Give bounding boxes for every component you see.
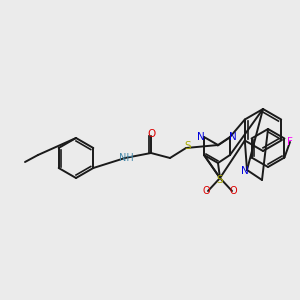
Text: O: O — [203, 186, 210, 196]
Text: S: S — [184, 141, 191, 151]
Text: N: N — [197, 132, 205, 142]
Text: N: N — [241, 167, 248, 176]
Text: NH: NH — [119, 153, 134, 163]
Text: O: O — [147, 129, 155, 139]
Text: F: F — [287, 137, 293, 147]
Text: N: N — [229, 132, 237, 142]
Text: O: O — [230, 186, 237, 196]
Text: S: S — [217, 176, 223, 185]
